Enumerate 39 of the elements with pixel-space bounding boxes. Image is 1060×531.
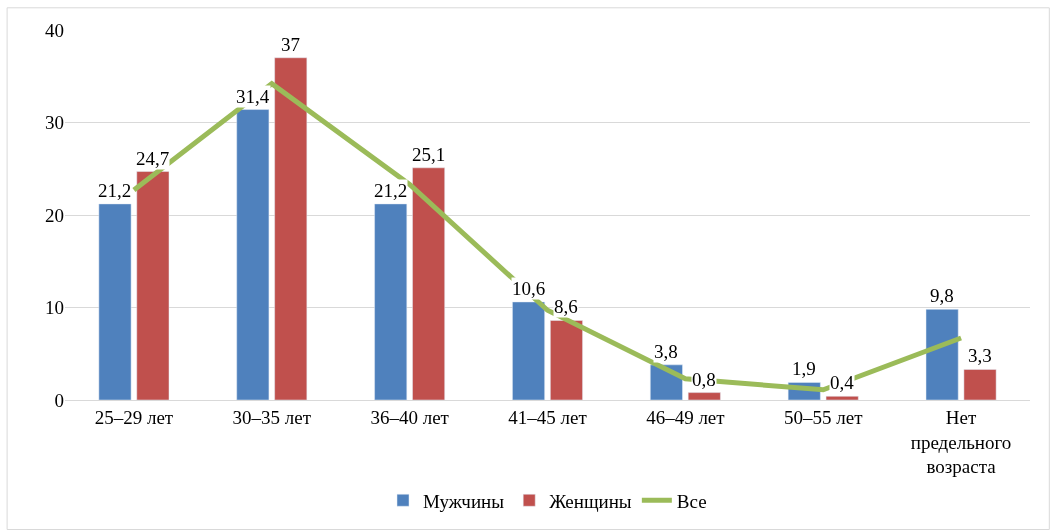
data-label: 25,1: [412, 144, 446, 165]
data-label: 31,4: [236, 86, 270, 107]
data-label: 3,3: [968, 345, 992, 366]
y-tick-label: 10: [45, 297, 64, 319]
x-tick-label: 50–55 лет: [783, 406, 864, 428]
bar: [687, 392, 721, 400]
legend-label: Женщины: [549, 490, 632, 512]
bar: [963, 369, 997, 400]
bar: [374, 203, 408, 400]
legend-label: Все: [676, 490, 707, 512]
data-label: 1,9: [792, 358, 816, 379]
data-label: 0,4: [830, 372, 855, 393]
x-tick-label: Нет предельного возраста: [910, 406, 1012, 478]
y-tick-label: 20: [45, 204, 64, 226]
bar: [274, 57, 308, 400]
bar: [236, 109, 270, 400]
bar: [136, 171, 170, 400]
y-tick-label: 30: [45, 112, 64, 134]
x-tick-label: 46–49 лет: [646, 406, 726, 428]
data-label: 24,7: [136, 148, 170, 169]
bar: [925, 309, 959, 400]
data-label: 21,2: [374, 180, 408, 201]
legend-label: Мужчины: [423, 490, 505, 512]
x-tick-label: 41–45 лет: [508, 406, 588, 428]
x-tick-label: 30–35 лет: [232, 406, 312, 428]
data-label: 3,8: [654, 341, 678, 362]
data-label: 8,6: [554, 296, 578, 317]
y-tick-label: 40: [45, 19, 64, 41]
bar: [825, 396, 859, 400]
x-tick-label: 36–40 лет: [370, 406, 450, 428]
x-tick-label: 25–29 лет: [94, 406, 174, 428]
bar: [98, 203, 132, 400]
data-label: 0,8: [692, 369, 716, 390]
y-tick-label: 0: [54, 389, 64, 411]
data-label: 9,8: [930, 285, 954, 306]
data-label: 21,2: [98, 180, 132, 201]
bar: [412, 167, 445, 400]
data-label: 10,6: [512, 278, 546, 299]
data-label: 37: [281, 34, 300, 55]
